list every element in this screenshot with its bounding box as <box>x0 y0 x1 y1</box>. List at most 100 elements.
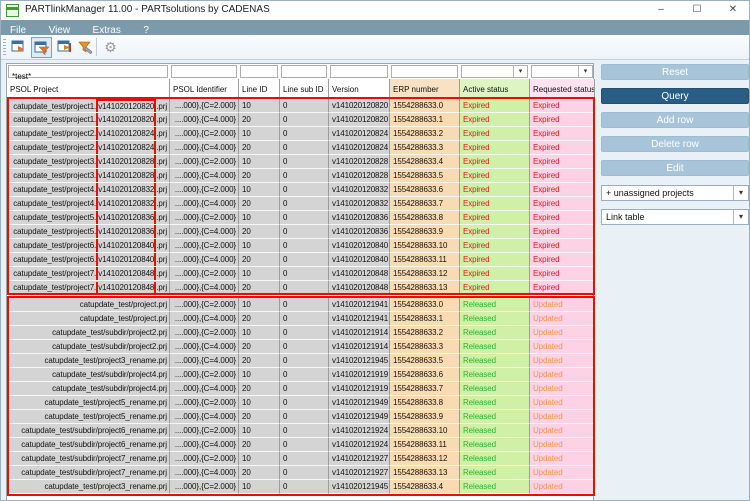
cell-active: Expired <box>460 253 530 267</box>
filter-line_sub_id-field[interactable] <box>282 71 326 82</box>
project-name-suffix: .prj <box>156 115 167 124</box>
filter-active-field[interactable] <box>462 71 527 82</box>
filter-erp-input[interactable] <box>391 65 458 82</box>
cell-line_id: 20 <box>239 253 280 267</box>
delete-row-button[interactable]: Delete row <box>601 136 749 152</box>
project-name-prefix: catupdate_test/project6. <box>13 241 97 250</box>
cell-line_id: 10 <box>239 239 280 253</box>
link-table-icon[interactable] <box>8 37 29 58</box>
menu-help[interactable]: ? <box>143 25 149 36</box>
settings-gear-icon[interactable]: ⚙ <box>104 39 117 55</box>
cell-line_id: 20 <box>239 225 280 239</box>
filter-line_id-field[interactable] <box>241 71 277 82</box>
filter-requested-input[interactable]: ▾ <box>531 65 593 82</box>
cell-erp: 1554288633.10 <box>390 424 460 438</box>
table-row[interactable]: catupdate_test/project5. v141020120836 .pr… <box>7 225 595 239</box>
table-row[interactable]: catupdate_test/project6. v141020120840 .pr… <box>7 253 595 267</box>
menu-view[interactable]: View <box>48 25 71 36</box>
maximize-button-icon[interactable]: ☐ <box>692 4 702 15</box>
cell-version: v141020120848 <box>329 281 390 295</box>
link-table-dropdown[interactable]: Link table ▾ <box>601 209 749 225</box>
column-header-line_id[interactable]: Line ID <box>239 79 280 99</box>
table-row[interactable]: catupdate_test/subdir/project6_rename.pr… <box>7 438 595 452</box>
column-header-line_sub_id[interactable]: Line sub ID <box>280 79 329 99</box>
filter-table-icon[interactable] <box>31 37 52 58</box>
cell-identifier: ....000},{C=2.000} <box>170 480 239 494</box>
cell-line_id: 20 <box>239 354 280 368</box>
column-header-active[interactable]: Active status <box>460 79 530 99</box>
table-row[interactable]: catupdate_test/subdir/project4.prj ....00… <box>7 368 595 382</box>
sync-table-icon[interactable] <box>54 37 75 58</box>
table-row[interactable]: catupdate_test/project.prj ....000},{C=4.… <box>7 312 595 326</box>
edit-button[interactable]: Edit <box>601 160 749 176</box>
table-row[interactable]: catupdate_test/project6. v141020120840 .pr… <box>7 239 595 253</box>
table-row[interactable]: catupdate_test/project.prj ....000},{C=2.… <box>7 298 595 312</box>
reset-button[interactable]: Reset <box>601 64 749 80</box>
table-row[interactable]: catupdate_test/subdir/project7_rename.pr… <box>7 466 595 480</box>
table-row[interactable]: catupdate_test/project5. v141020120836 .pr… <box>7 211 595 225</box>
cell-requested: Updated <box>530 410 595 424</box>
table-row[interactable]: catupdate_test/subdir/project2.prj ....00… <box>7 326 595 340</box>
table-row[interactable]: catupdate_test/project2. v141020120824 .pr… <box>7 127 595 141</box>
filter-line_id-input[interactable] <box>240 65 278 82</box>
column-header-requested[interactable]: Requested status <box>530 79 595 99</box>
table-row[interactable]: catupdate_test/project7. v141020120848 .pr… <box>7 267 595 281</box>
table-row[interactable]: catupdate_test/project3. v141020120828 .pr… <box>7 169 595 183</box>
cell-project: catupdate_test/project6. v141020120840 .pr… <box>7 253 170 267</box>
table-row[interactable]: catupdate_test/project3_rename.prj ....00… <box>7 354 595 368</box>
close-button-icon[interactable]: ✕ <box>728 4 738 15</box>
filter-project-field[interactable] <box>9 71 167 82</box>
cell-erp: 1554288633.10 <box>390 239 460 253</box>
table-row[interactable]: catupdate_test/project4. v141020120832 .pr… <box>7 183 595 197</box>
minimize-button-icon[interactable]: – <box>658 4 664 15</box>
cell-requested: Expired <box>530 197 595 211</box>
cell-project: catupdate_test/subdir/project2.prj <box>7 340 170 354</box>
table-row[interactable]: catupdate_test/project7. v141020120848 .pr… <box>7 281 595 295</box>
table-row[interactable]: catupdate_test/project3_rename.prj ....00… <box>7 480 595 494</box>
unassigned-projects-dropdown[interactable]: + unassigned projects ▾ <box>601 185 749 201</box>
filter-identifier-field[interactable] <box>172 71 236 82</box>
cell-identifier: ....000},{C=4.000} <box>170 382 239 396</box>
table-row[interactable]: catupdate_test/project5_rename.prj ....00… <box>7 410 595 424</box>
cell-identifier: ....000},{C=2.000} <box>170 183 239 197</box>
table-row[interactable]: catupdate_test/subdir/project6_rename.pr… <box>7 424 595 438</box>
table-row[interactable]: catupdate_test/project1. v141020120820 .pr… <box>7 113 595 127</box>
cell-identifier: ....000},{C=4.000} <box>170 312 239 326</box>
query-button[interactable]: Query <box>601 88 749 104</box>
table-row[interactable]: catupdate_test/project2. v141020120824 .pr… <box>7 141 595 155</box>
table-row[interactable]: catupdate_test/project4. v141020120832 .pr… <box>7 197 595 211</box>
filter-requested-field[interactable] <box>532 71 592 82</box>
cell-erp: 1554288633.3 <box>390 340 460 354</box>
column-header-identifier[interactable]: PSOL Identifier <box>170 79 239 99</box>
column-header-project[interactable]: PSOL Project <box>7 79 170 99</box>
table-row[interactable]: catupdate_test/subdir/project2.prj ....00… <box>7 340 595 354</box>
project-name-suffix: .prj <box>156 129 167 138</box>
filter-version-input[interactable] <box>330 65 388 82</box>
toolbar-grip[interactable] <box>3 39 6 56</box>
add-row-button[interactable]: Add row <box>601 112 749 128</box>
cell-line_sub_id: 0 <box>280 298 329 312</box>
table-row[interactable]: catupdate_test/subdir/project7_rename.pr… <box>7 452 595 466</box>
cell-line_id: 10 <box>239 298 280 312</box>
table-row[interactable]: catupdate_test/project3. v141020120828 .pr… <box>7 155 595 169</box>
cell-identifier: ....000},{C=4.000} <box>170 253 239 267</box>
filter-line_sub_id-input[interactable] <box>281 65 327 82</box>
filter-identifier-input[interactable] <box>171 65 237 82</box>
filter-active-input[interactable]: ▾ <box>461 65 528 82</box>
filter-erp-field[interactable] <box>392 71 457 82</box>
chevron-down-icon[interactable]: ▾ <box>578 66 592 77</box>
table-row[interactable]: catupdate_test/subdir/project4.prj ....00… <box>7 382 595 396</box>
filter-version-field[interactable] <box>331 71 387 82</box>
column-header-erp[interactable]: ERP number <box>390 79 460 99</box>
cell-line_sub_id: 0 <box>280 382 329 396</box>
table-row[interactable]: catupdate_test/project1. v141020120820 .pr… <box>7 99 595 113</box>
chevron-down-icon[interactable]: ▾ <box>513 66 527 77</box>
cell-identifier: ....000},{C=4.000} <box>170 169 239 183</box>
cell-line_sub_id: 0 <box>280 99 329 113</box>
column-header-version[interactable]: Version <box>329 79 390 99</box>
menu-file[interactable]: File <box>10 25 27 36</box>
menu-extras[interactable]: Extras <box>92 25 121 36</box>
edit-filter-icon[interactable] <box>75 37 96 58</box>
table-row[interactable]: catupdate_test/project5_rename.prj ....00… <box>7 396 595 410</box>
filter-project-input[interactable] <box>8 65 168 82</box>
